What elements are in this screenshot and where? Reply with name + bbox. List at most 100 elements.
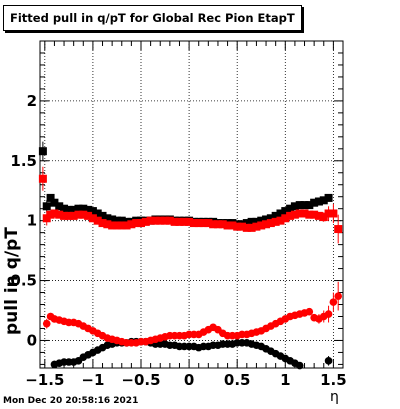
data-point-square bbox=[38, 174, 47, 183]
data-point-square bbox=[74, 210, 83, 219]
data-point-square bbox=[137, 219, 145, 228]
data-point-square bbox=[262, 220, 271, 229]
data-point-square bbox=[60, 211, 69, 220]
data-point-circle bbox=[305, 307, 314, 316]
data-point-square bbox=[84, 211, 93, 220]
series-group bbox=[42, 281, 342, 347]
x-tick-label: 1 bbox=[280, 371, 290, 389]
data-point-square bbox=[266, 214, 275, 223]
data-point-square bbox=[180, 217, 189, 226]
data-point-square bbox=[50, 198, 59, 207]
data-point-square bbox=[69, 211, 78, 220]
data-point-square bbox=[112, 221, 121, 230]
data-point-square bbox=[55, 202, 64, 211]
y-axis-label: pull in q/pT bbox=[2, 227, 22, 335]
data-point-square bbox=[64, 205, 73, 214]
data-point-square bbox=[60, 204, 69, 213]
data-point-square bbox=[223, 221, 232, 230]
data-point-square bbox=[247, 217, 256, 226]
data-point-square bbox=[69, 205, 78, 214]
data-point-square bbox=[334, 225, 343, 234]
data-point-square bbox=[194, 219, 203, 228]
tick-labels: −1.5 −1 −0.5 0 0.5 1 1.5 0 0.5 1 1.5 2 bbox=[10, 92, 346, 389]
data-point-square bbox=[252, 217, 261, 226]
data-point-square bbox=[146, 216, 155, 225]
data-point-square bbox=[84, 205, 93, 214]
data-point-circle bbox=[324, 310, 333, 318]
data-point-square bbox=[175, 217, 184, 226]
data-point-square bbox=[228, 221, 237, 230]
data-point-square bbox=[295, 209, 304, 218]
data-point-square bbox=[108, 221, 117, 230]
data-point-square bbox=[271, 211, 280, 220]
data-point-square bbox=[165, 216, 174, 225]
data-marks bbox=[38, 141, 343, 370]
data-point-square bbox=[209, 220, 218, 229]
y-tick-label: 1.5 bbox=[10, 152, 37, 170]
x-axis-label: η bbox=[330, 389, 339, 405]
data-point-square bbox=[305, 210, 314, 219]
grid-lines bbox=[40, 41, 343, 368]
data-point-square bbox=[185, 217, 194, 226]
data-point-square bbox=[98, 219, 107, 228]
data-point-square bbox=[276, 209, 285, 218]
data-point-square bbox=[88, 207, 97, 216]
data-point-square bbox=[74, 204, 83, 213]
data-point-square bbox=[117, 221, 126, 230]
data-point-square bbox=[252, 222, 261, 231]
data-point-square bbox=[141, 217, 150, 226]
data-point-square bbox=[204, 219, 213, 228]
data-point-circle bbox=[329, 298, 338, 306]
data-point-square bbox=[310, 198, 319, 207]
x-tick-label: −0.5 bbox=[121, 371, 160, 389]
data-point-square bbox=[127, 220, 136, 229]
data-point-square bbox=[112, 216, 121, 225]
x-tick-label: 0.5 bbox=[224, 371, 251, 389]
data-point-square bbox=[290, 210, 299, 219]
data-point-square bbox=[122, 221, 131, 230]
data-point-circle bbox=[324, 357, 333, 365]
data-point-square bbox=[257, 221, 266, 230]
data-point-square bbox=[286, 211, 295, 220]
data-point-square bbox=[103, 214, 112, 223]
data-point-square bbox=[132, 219, 141, 228]
data-point-square bbox=[117, 216, 126, 225]
data-point-square bbox=[93, 216, 102, 225]
data-point-square bbox=[38, 147, 47, 156]
data-point-square bbox=[319, 196, 328, 205]
data-point-square bbox=[300, 209, 309, 218]
data-point-square bbox=[64, 211, 73, 220]
data-point-square bbox=[247, 223, 256, 232]
data-point-square bbox=[276, 216, 285, 225]
data-point-square bbox=[329, 209, 338, 218]
data-point-circle bbox=[295, 361, 304, 370]
data-point-square bbox=[271, 217, 280, 226]
data-point-square bbox=[233, 222, 242, 231]
plot-frame bbox=[39, 40, 344, 369]
data-point-square bbox=[314, 211, 323, 220]
data-point-square bbox=[161, 216, 170, 225]
y-tick-label: 2 bbox=[27, 92, 37, 110]
data-point-square bbox=[319, 213, 328, 222]
x-tick-label: −1 bbox=[81, 371, 104, 389]
timestamp: Mon Dec 20 20:58:16 2021 bbox=[3, 396, 139, 406]
x-tick-label: 0 bbox=[184, 371, 194, 389]
y-tick-label: 1 bbox=[27, 212, 37, 230]
data-point-square bbox=[50, 209, 59, 218]
data-point-square bbox=[295, 201, 304, 210]
data-point-square bbox=[151, 216, 160, 225]
x-tick-label: −1.5 bbox=[25, 371, 64, 389]
data-point-square bbox=[156, 216, 165, 225]
y-tick-label: 0.5 bbox=[10, 272, 37, 290]
data-point-square bbox=[79, 210, 88, 219]
data-point-square bbox=[88, 214, 97, 223]
data-point-square bbox=[290, 202, 299, 211]
data-point-square bbox=[286, 204, 295, 213]
data-point-square bbox=[199, 219, 208, 228]
data-point-square bbox=[324, 193, 333, 202]
data-point-square bbox=[46, 193, 55, 202]
data-point-square bbox=[93, 209, 102, 218]
data-point-square bbox=[79, 204, 88, 213]
data-point-square bbox=[324, 209, 333, 218]
